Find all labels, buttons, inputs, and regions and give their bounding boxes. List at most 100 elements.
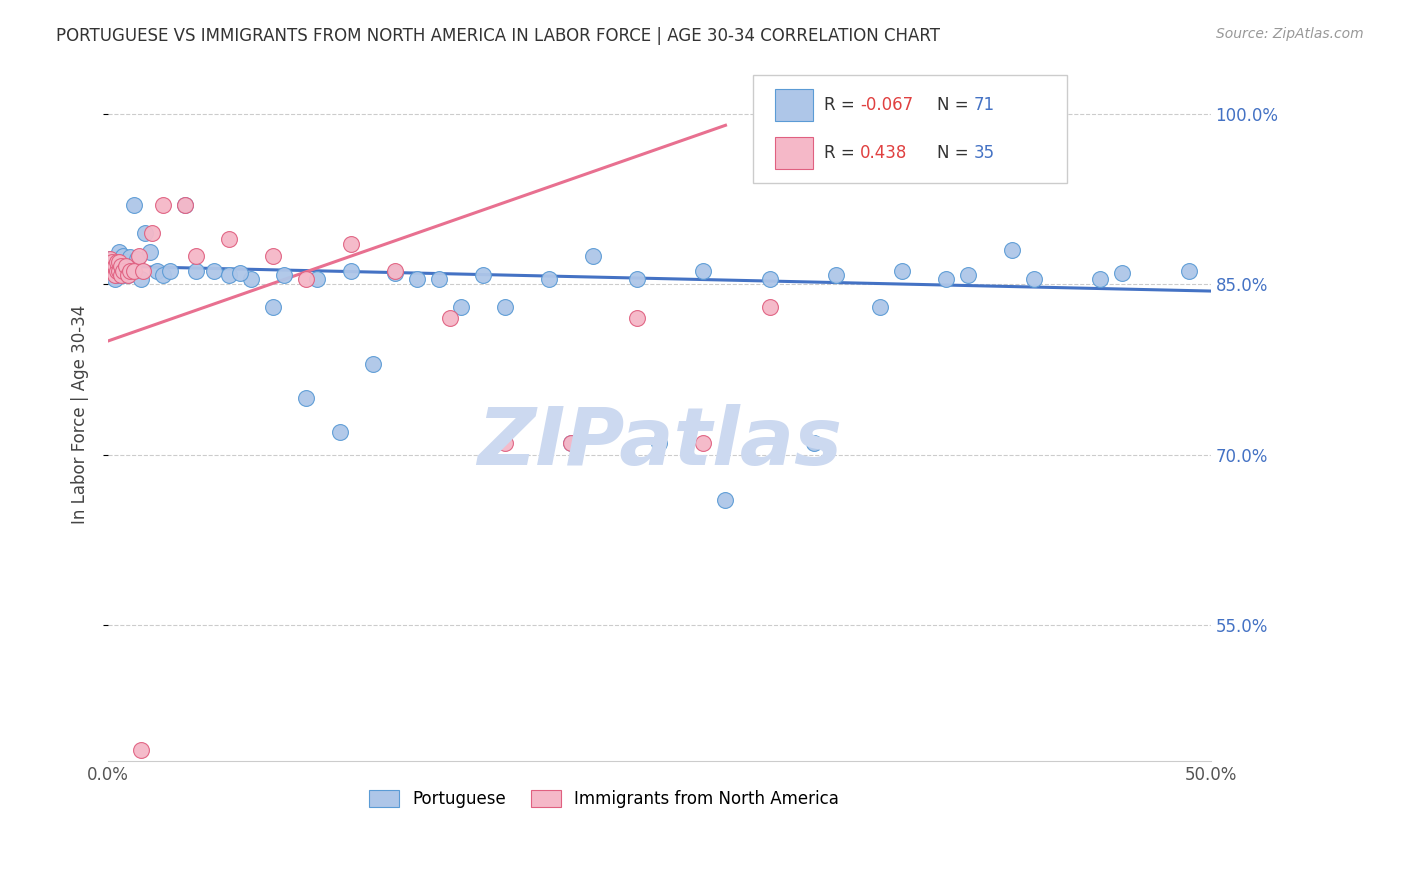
Point: [1111, 266, 1133, 280]
Point: [101, 257, 124, 271]
Point: [128, 249, 150, 263]
Point: [295, 391, 318, 405]
Point: [98, 252, 121, 267]
Point: [114, 263, 136, 277]
Point: [560, 436, 582, 450]
Point: [104, 259, 127, 273]
Point: [118, 250, 141, 264]
Point: [384, 266, 406, 280]
Point: [427, 271, 450, 285]
Text: 0.438: 0.438: [860, 144, 907, 162]
Point: [108, 254, 131, 268]
Point: [98, 252, 121, 267]
Point: [494, 300, 516, 314]
Point: [117, 259, 139, 273]
Point: [105, 254, 128, 268]
Point: [758, 300, 780, 314]
Point: [329, 425, 352, 439]
Text: Source: ZipAtlas.com: Source: ZipAtlas.com: [1216, 27, 1364, 41]
FancyBboxPatch shape: [775, 89, 813, 121]
Point: [218, 232, 240, 246]
Point: [101, 254, 124, 268]
Text: -0.067: -0.067: [860, 96, 912, 114]
Point: [1177, 263, 1199, 277]
Point: [692, 263, 714, 277]
Point: [121, 259, 143, 273]
Point: [174, 198, 197, 212]
Point: [935, 271, 957, 285]
Point: [229, 266, 252, 280]
Point: [471, 268, 494, 282]
Point: [538, 271, 561, 285]
Point: [129, 271, 152, 285]
Text: R =: R =: [824, 96, 859, 114]
Point: [803, 436, 825, 450]
FancyBboxPatch shape: [775, 137, 813, 169]
Point: [262, 300, 284, 314]
Text: 71: 71: [973, 96, 994, 114]
Point: [714, 492, 737, 507]
Text: 35: 35: [973, 144, 994, 162]
Text: N =: N =: [938, 144, 974, 162]
Point: [112, 268, 135, 282]
Point: [117, 268, 139, 282]
Y-axis label: In Labor Force | Age 30-34: In Labor Force | Age 30-34: [72, 305, 89, 524]
Point: [101, 266, 124, 280]
Point: [112, 249, 135, 263]
Point: [114, 259, 136, 273]
Point: [104, 268, 127, 282]
Point: [124, 198, 146, 212]
Point: [145, 263, 167, 277]
Point: [186, 263, 208, 277]
Point: [141, 226, 163, 240]
Point: [105, 260, 128, 275]
Text: R =: R =: [824, 144, 859, 162]
Point: [105, 252, 128, 267]
Point: [218, 268, 240, 282]
Point: [118, 263, 141, 277]
Point: [104, 263, 127, 277]
Point: [384, 263, 406, 277]
Point: [626, 311, 648, 326]
Point: [439, 311, 461, 326]
Point: [152, 198, 174, 212]
Point: [339, 263, 361, 277]
Point: [101, 263, 124, 277]
Point: [758, 271, 780, 285]
Point: [560, 436, 582, 450]
Point: [648, 436, 671, 450]
Point: [626, 271, 648, 285]
Point: [110, 268, 132, 282]
Legend: Portuguese, Immigrants from North America: Portuguese, Immigrants from North Americ…: [363, 783, 846, 815]
Point: [869, 300, 891, 314]
Point: [139, 245, 162, 260]
Point: [405, 271, 427, 285]
Point: [273, 268, 295, 282]
FancyBboxPatch shape: [754, 76, 1067, 183]
Point: [125, 252, 148, 267]
Point: [117, 268, 139, 282]
Text: N =: N =: [938, 96, 974, 114]
Point: [98, 260, 121, 275]
Point: [112, 259, 135, 273]
Point: [824, 268, 846, 282]
Point: [890, 263, 912, 277]
Point: [339, 237, 361, 252]
Point: [104, 254, 127, 268]
Point: [295, 271, 318, 285]
Point: [108, 245, 131, 260]
Point: [108, 266, 131, 280]
Point: [105, 263, 128, 277]
Point: [186, 249, 208, 263]
Point: [105, 268, 128, 282]
Point: [240, 271, 263, 285]
Point: [110, 263, 132, 277]
Point: [1024, 271, 1046, 285]
Text: PORTUGUESE VS IMMIGRANTS FROM NORTH AMERICA IN LABOR FORCE | AGE 30-34 CORRELATI: PORTUGUESE VS IMMIGRANTS FROM NORTH AMER…: [56, 27, 941, 45]
Point: [152, 268, 174, 282]
Point: [118, 263, 141, 277]
Point: [124, 263, 146, 277]
Point: [104, 271, 127, 285]
Point: [582, 249, 605, 263]
Point: [202, 263, 225, 277]
